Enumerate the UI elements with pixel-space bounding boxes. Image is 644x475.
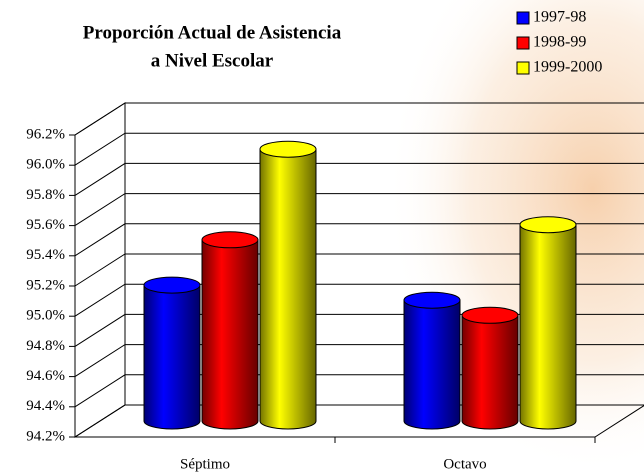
y-tick-label: 94.2% <box>26 428 65 444</box>
cylinder-shade <box>202 239 258 429</box>
grid-line <box>74 283 644 317</box>
grid-line <box>74 253 644 287</box>
grid-line <box>74 132 644 166</box>
y-tick-label: 95.8% <box>26 187 65 203</box>
y-tick-label: 95.6% <box>26 217 65 233</box>
grid-line <box>74 193 644 227</box>
chart-title: Proporción Actual de Asistencia <box>83 22 342 43</box>
cylinder-top <box>403 291 461 309</box>
cylinder-top <box>143 276 201 294</box>
cylinder-shade <box>144 285 200 429</box>
cylinder-shade <box>404 300 460 429</box>
cylinder-top <box>519 216 577 234</box>
legend-swatch <box>516 36 530 50</box>
y-tick-label: 95.4% <box>26 247 65 263</box>
cylinder-shade <box>520 224 576 429</box>
cylinder-top <box>259 140 317 158</box>
chart-title: a Nivel Escolar <box>151 50 274 71</box>
bar <box>461 306 519 430</box>
x-tick-label: Séptimo <box>180 456 230 472</box>
y-tick-label: 94.4% <box>26 398 65 414</box>
cylinder-top <box>461 306 519 324</box>
legend-label: 1997-98 <box>533 9 586 26</box>
bar <box>201 231 259 430</box>
y-tick-label: 96.2% <box>26 126 65 142</box>
legend-swatch <box>516 11 530 25</box>
bar <box>143 276 201 430</box>
cylinder-top <box>201 231 259 249</box>
y-tick-label: 95.0% <box>26 308 65 324</box>
legend-swatch <box>516 61 530 75</box>
bar <box>519 216 577 430</box>
y-tick-label: 94.8% <box>26 338 65 354</box>
cylinder-shade <box>462 315 518 429</box>
grid-line <box>74 223 644 257</box>
bar <box>403 291 461 430</box>
y-tick-label: 95.2% <box>26 277 65 293</box>
grid-line <box>74 162 644 196</box>
x-tick-label: Octavo <box>443 456 486 472</box>
y-tick-label: 94.6% <box>26 368 65 384</box>
grid-line <box>74 102 644 136</box>
legend-label: 1999-2000 <box>533 59 602 76</box>
legend-label: 1998-99 <box>533 34 586 51</box>
bar <box>259 140 317 430</box>
y-tick-label: 96.0% <box>26 157 65 173</box>
cylinder-shade <box>260 149 316 429</box>
